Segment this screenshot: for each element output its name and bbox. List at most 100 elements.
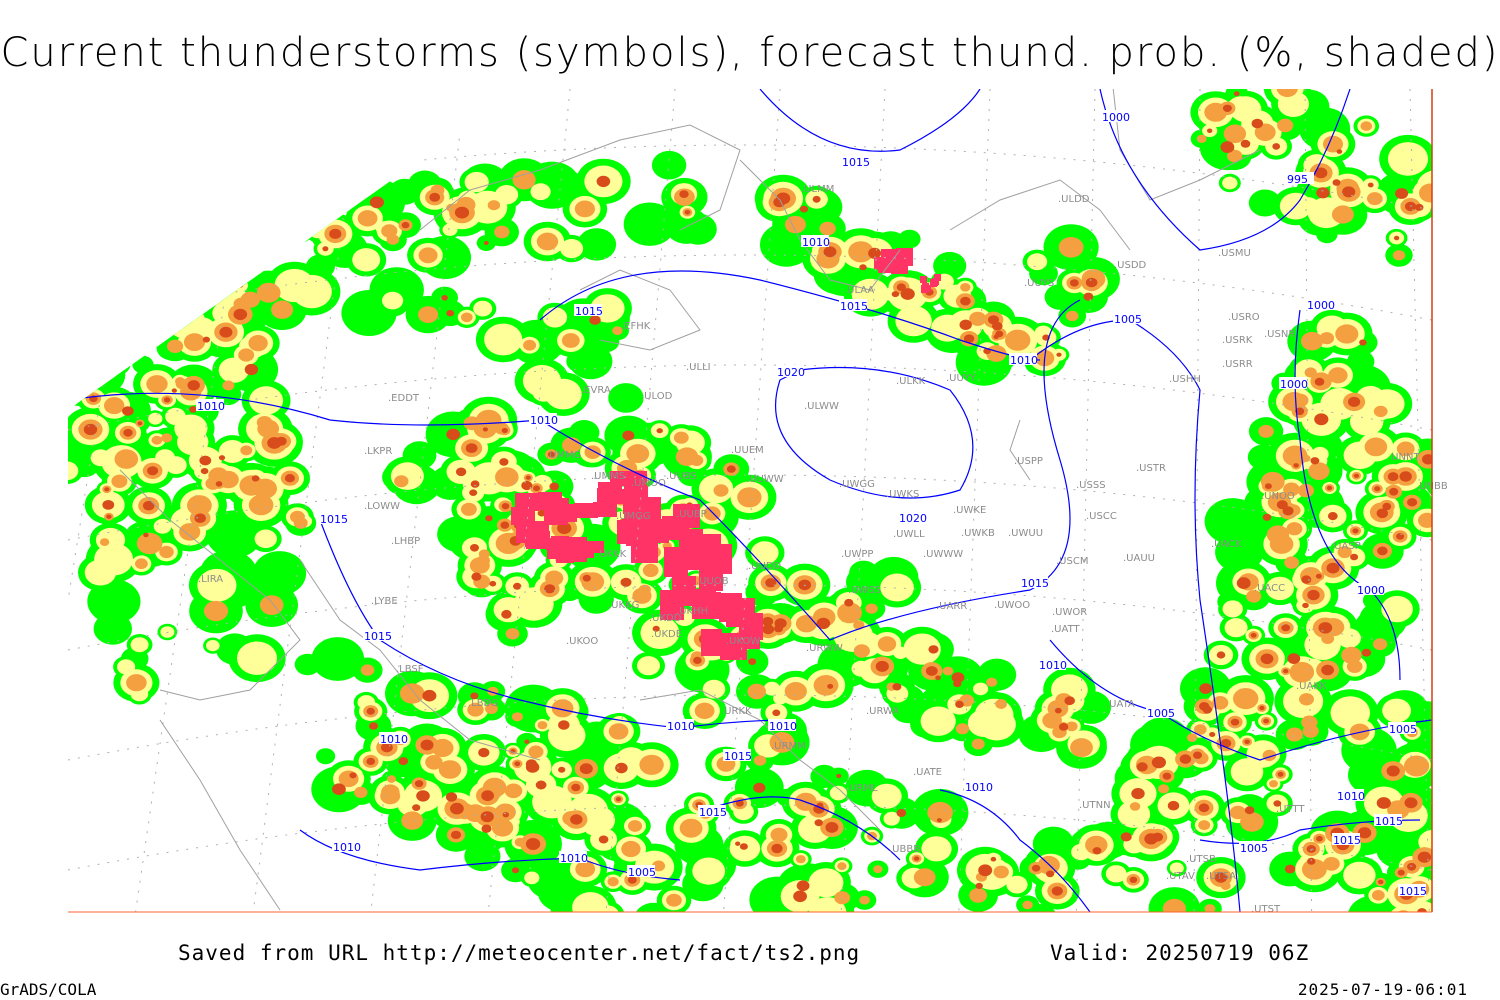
probability-cell — [478, 747, 490, 758]
station-label: .UATT — [1051, 624, 1080, 635]
probability-cell — [450, 802, 464, 815]
probability-cell — [1436, 154, 1449, 165]
probability-cell — [1342, 186, 1356, 198]
station-label: .UACK — [1211, 539, 1242, 550]
probability-cell — [713, 484, 729, 497]
probability-cell — [558, 766, 566, 773]
station-label: .ULAA — [844, 285, 874, 296]
probability-cell — [642, 563, 659, 578]
probability-cell — [366, 707, 375, 715]
probability-cell — [1307, 589, 1320, 601]
probability-cell — [203, 600, 229, 622]
probability-cell — [1307, 857, 1316, 865]
station-label: .UTSB — [1186, 854, 1216, 865]
probability-cell — [1129, 802, 1141, 811]
probability-cell — [151, 435, 163, 445]
probability-cell — [442, 223, 458, 236]
probability-cell — [484, 323, 523, 356]
probability-cell — [218, 357, 249, 383]
isobar-label: 1000 — [1307, 299, 1335, 312]
probability-cell — [418, 306, 439, 323]
probability-cell — [1417, 851, 1432, 863]
station-label: .UWWW — [923, 549, 963, 560]
probability-cell — [83, 423, 98, 436]
probability-cell — [837, 862, 847, 870]
probability-cell — [1387, 472, 1399, 482]
probability-cell — [1364, 437, 1388, 457]
probability-cell — [1327, 511, 1338, 521]
isobar-label: 1015 — [320, 513, 348, 526]
probability-cell — [495, 467, 519, 487]
probability-cell — [960, 296, 971, 306]
probability-cell — [332, 783, 346, 795]
probability-cell — [1445, 467, 1460, 480]
probability-cell — [1247, 444, 1278, 470]
isobar-label: 1015 — [699, 806, 727, 819]
probability-cell — [1316, 835, 1323, 842]
isobar-label: 1020 — [899, 512, 927, 525]
probability-cell — [1418, 512, 1432, 529]
probability-cell — [509, 789, 520, 798]
probability-cell — [1336, 149, 1343, 154]
station-label: .USTR — [1136, 463, 1166, 474]
probability-cell — [1262, 513, 1272, 521]
probability-cell — [1198, 803, 1210, 813]
probability-cell — [135, 558, 148, 569]
probability-cell — [123, 428, 133, 437]
probability-cell — [1058, 723, 1069, 731]
probability-cell — [772, 709, 781, 717]
probability-cell — [252, 551, 307, 596]
station-label: .EVRA — [581, 385, 611, 396]
probability-cell — [1056, 352, 1062, 357]
probability-cell — [895, 305, 932, 337]
probability-cell — [485, 515, 493, 522]
probability-cell — [1054, 707, 1062, 714]
isobar-label: 1020 — [777, 366, 805, 379]
probability-cell — [514, 761, 521, 767]
probability-cell — [921, 836, 952, 862]
probability-cell — [1065, 310, 1079, 322]
station-label: .URKK — [721, 706, 752, 717]
station-label: .USDD — [1114, 260, 1147, 271]
probability-cell — [1162, 772, 1172, 780]
station-label: .LHBP — [391, 536, 420, 547]
station-label: .UUDD — [748, 561, 782, 572]
probability-cell — [1222, 104, 1232, 113]
source-url-text: Saved from URL http://meteocenter.net/fa… — [178, 941, 861, 965]
station-label: .UWSS — [848, 585, 881, 596]
probability-cell — [402, 441, 437, 470]
probability-cell — [1277, 771, 1284, 777]
probability-cell — [1367, 182, 1374, 188]
probability-cell — [284, 474, 295, 483]
probability-cell — [499, 458, 509, 466]
station-label: .UNOO — [1261, 491, 1295, 502]
station-label: .URWA — [866, 706, 899, 717]
probability-cell — [1378, 925, 1400, 943]
probability-cell — [960, 283, 971, 292]
probability-cell — [1389, 914, 1409, 930]
probability-cell — [796, 880, 810, 891]
probability-cell — [1281, 624, 1291, 632]
probability-cell — [130, 637, 149, 653]
probability-cell — [146, 375, 168, 393]
isobar-label: 1010 — [1039, 659, 1067, 672]
probability-cell — [795, 855, 806, 864]
probability-cell — [238, 348, 255, 362]
probability-cell — [471, 572, 482, 581]
probability-cell — [684, 210, 691, 215]
probability-cell — [1326, 562, 1340, 574]
probability-cell — [99, 538, 110, 546]
probability-cell — [104, 487, 110, 492]
probability-cell — [514, 837, 526, 847]
probability-cell — [896, 809, 907, 817]
probability-cell — [470, 544, 479, 552]
probability-cell — [763, 681, 781, 696]
probability-cell — [1260, 653, 1274, 665]
probability-cell — [959, 319, 972, 330]
probability-cell — [137, 421, 143, 426]
probability-cell — [1136, 762, 1148, 772]
probability-cell — [254, 529, 277, 549]
probability-cell — [990, 856, 997, 862]
probability-cell — [753, 782, 766, 793]
